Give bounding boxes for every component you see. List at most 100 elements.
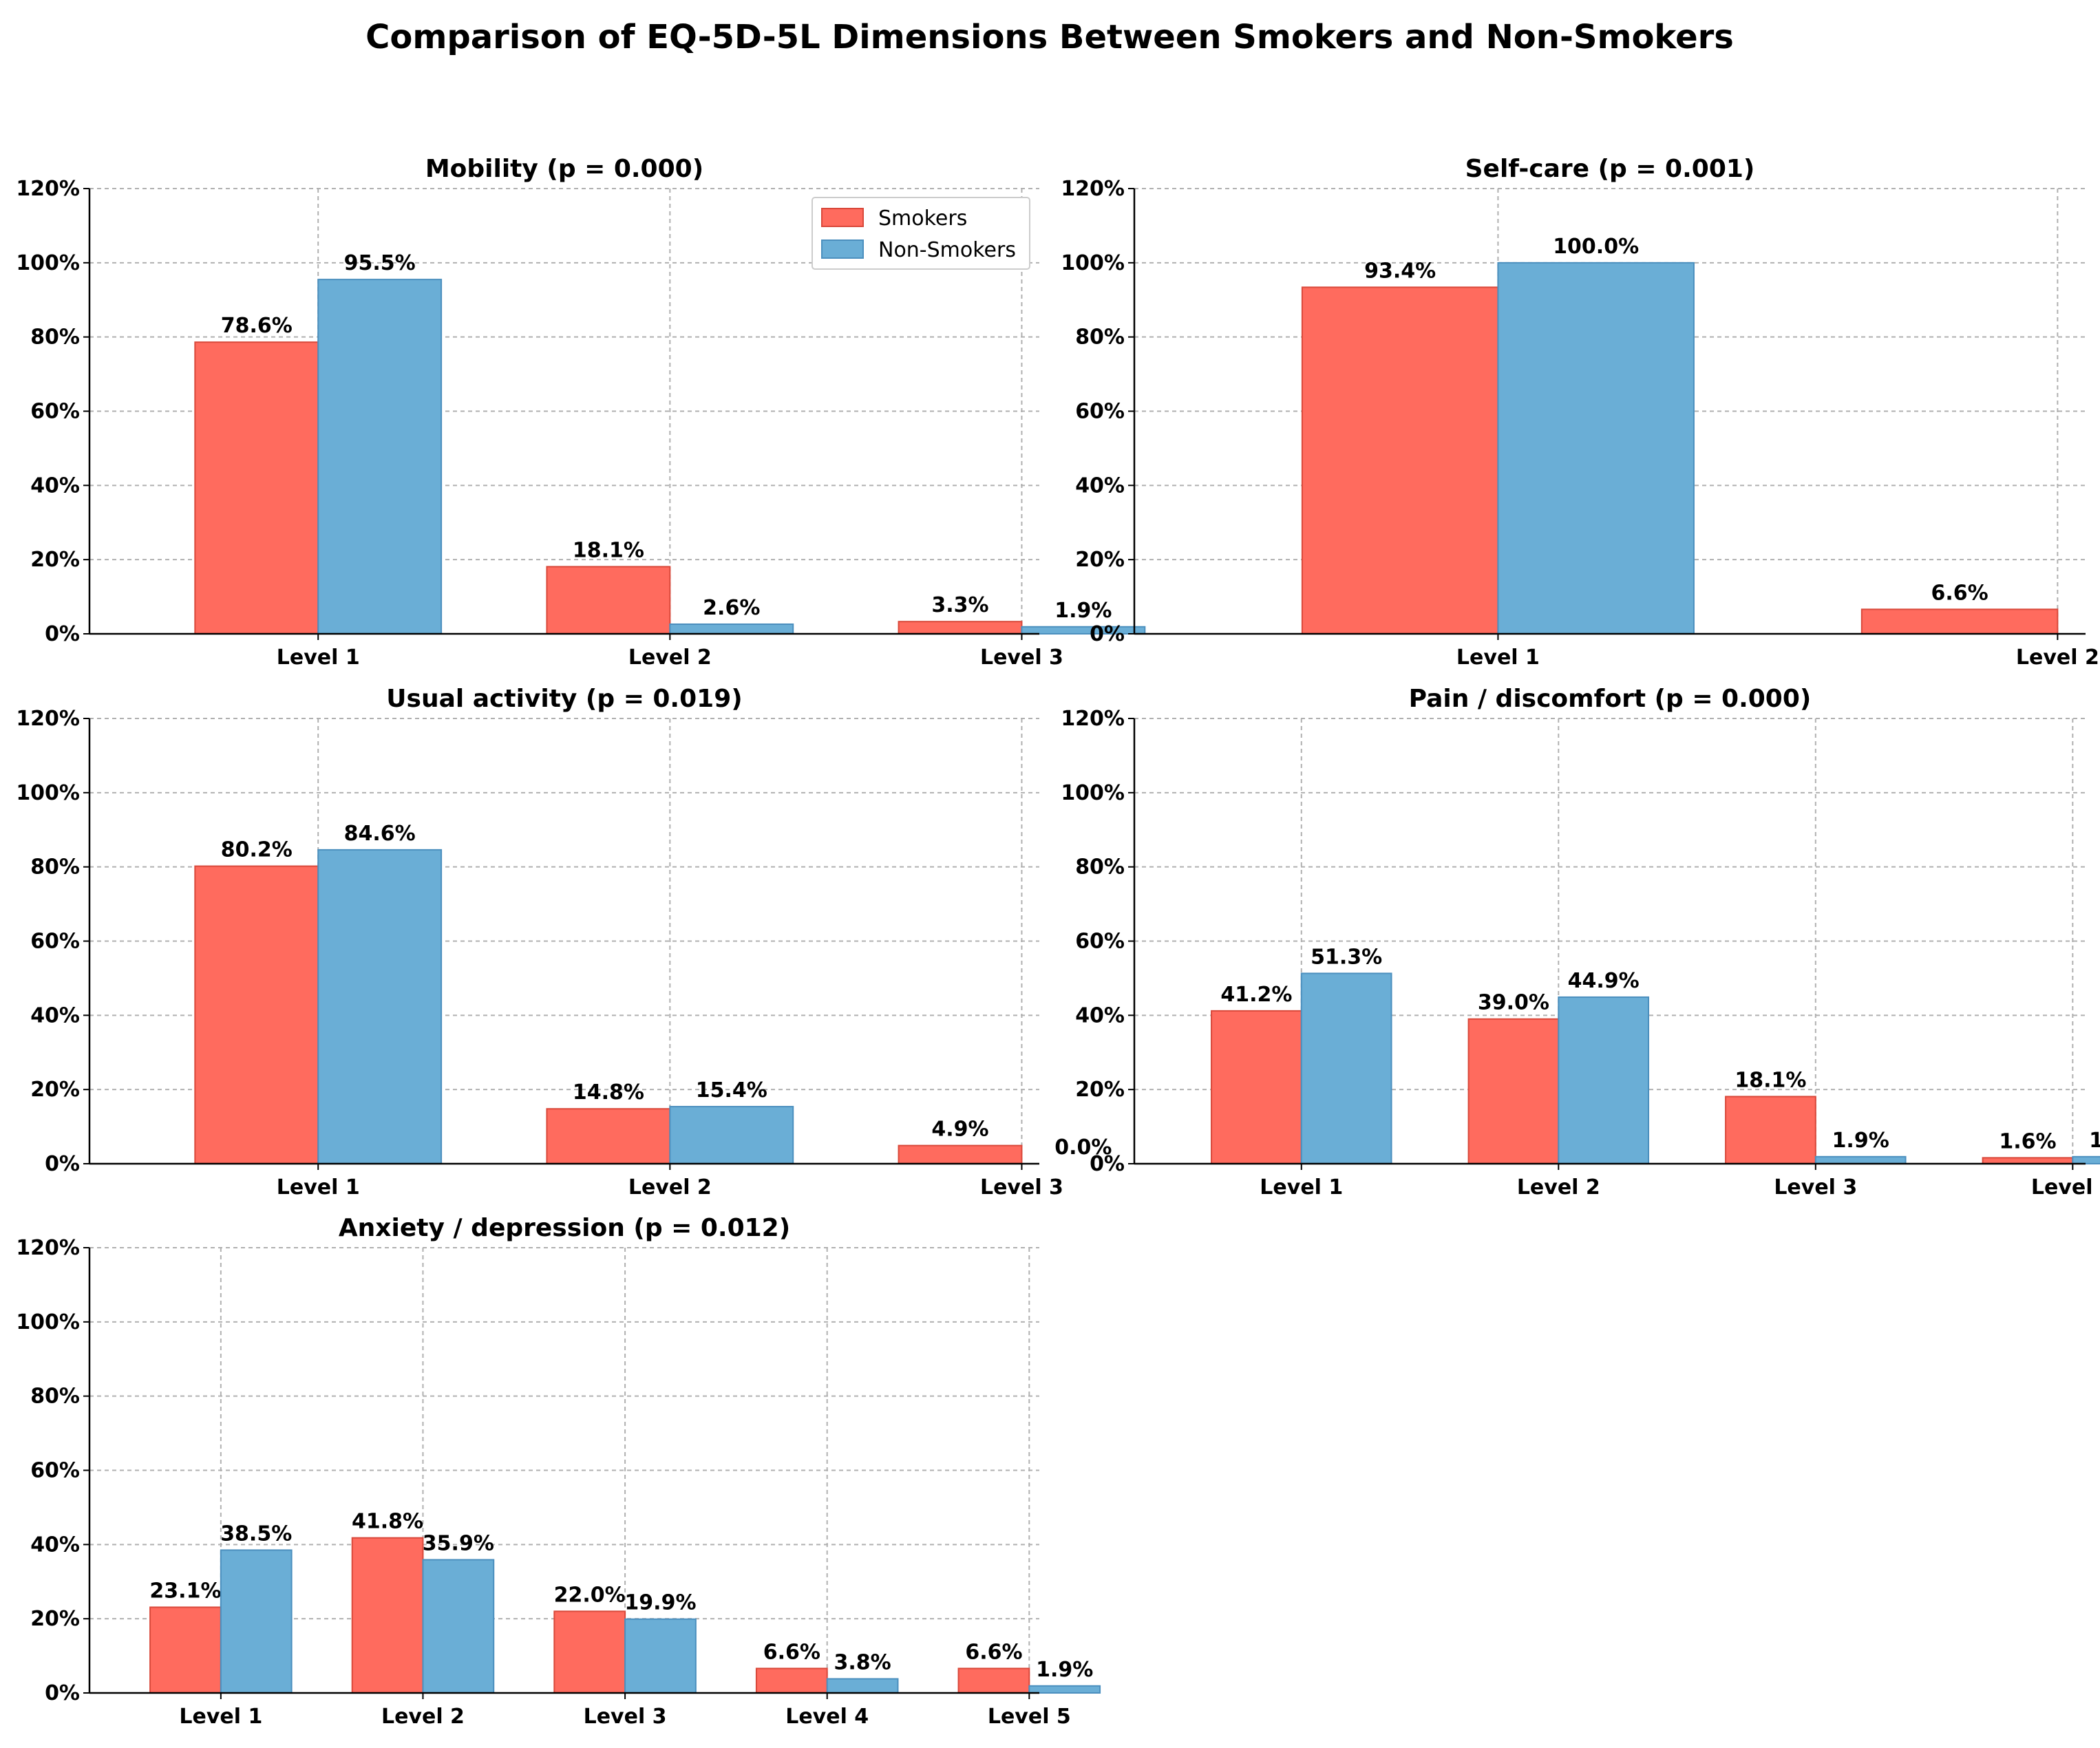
data-label-smokers: 41.8% xyxy=(352,1510,423,1534)
data-label-smokers: 14.8% xyxy=(573,1080,644,1105)
data-label-smokers: 6.6% xyxy=(965,1640,1022,1664)
x-tick-label: Level 3 xyxy=(980,646,1063,670)
data-label-non-smokers: 35.9% xyxy=(423,1531,494,1555)
x-tick-label: Level 1 xyxy=(277,646,360,670)
bar-smokers xyxy=(1301,286,1499,635)
y-tick-label: 60% xyxy=(30,930,80,954)
bar-smokers xyxy=(1211,1010,1302,1164)
y-tick-label: 20% xyxy=(30,1607,80,1631)
y-tick-label: 80% xyxy=(1075,326,1125,350)
bar-smokers xyxy=(194,865,319,1165)
panel-title: Self-care (p = 0.001) xyxy=(1465,155,1755,183)
data-label-non-smokers: 100.0% xyxy=(1553,235,1639,259)
data-label-smokers: 1.6% xyxy=(1999,1129,2056,1153)
data-label-non-smokers: 1.9% xyxy=(1036,1658,1093,1682)
y-tick-label: 0% xyxy=(1090,622,1125,646)
chart-panel-3: Usual activity (p = 0.019) 0% 20% 40% 60% 80%… xyxy=(16,685,1112,1200)
panel-title: Pain / discomfort (p = 0.000) xyxy=(1409,685,1812,713)
y-tick-label: 40% xyxy=(1075,473,1125,498)
chart-panel-2: Self-care (p = 0.001) 0% 20% 40% 60% 80% 100% 1… xyxy=(1061,155,2099,670)
legend-box xyxy=(812,197,1030,270)
data-label-non-smokers: 3.8% xyxy=(834,1651,891,1675)
y-tick-label: 40% xyxy=(30,1533,80,1557)
x-tick-label: Level 1 xyxy=(277,1175,360,1200)
bar-smokers xyxy=(546,1108,671,1165)
data-label-non-smokers: 38.5% xyxy=(220,1522,292,1546)
y-tick-label: 100% xyxy=(16,251,80,275)
data-label-non-smokers: 44.9% xyxy=(1568,969,1640,993)
bar-non-smokers xyxy=(1028,1685,1101,1694)
bar-non-smokers xyxy=(2072,1155,2100,1165)
y-tick-label: 100% xyxy=(1061,251,1125,275)
figure-title: Comparison of EQ-5D-5L Dimensions Betwee… xyxy=(365,18,1734,56)
bar-non-smokers xyxy=(422,1559,495,1694)
bar-non-smokers xyxy=(1814,1155,1907,1165)
bar-smokers xyxy=(755,1667,828,1694)
y-tick-label: 20% xyxy=(1075,1078,1125,1102)
chart-panel-1: Mobility (p = 0.000) 0% 20% 40% 60% 80% 100% 12… xyxy=(16,155,1146,670)
data-label-smokers: 93.4% xyxy=(1364,259,1436,283)
data-label-smokers: 41.2% xyxy=(1220,983,1292,1007)
legend-label-smokers: Smokers xyxy=(878,206,967,231)
panel-title: Usual activity (p = 0.019) xyxy=(386,685,742,713)
bar-non-smokers xyxy=(317,279,443,635)
x-tick-label: Level 1 xyxy=(179,1705,262,1729)
bar-smokers xyxy=(553,1610,626,1694)
data-label-smokers: 39.0% xyxy=(1478,991,1549,1015)
data-label-smokers: 22.0% xyxy=(554,1583,626,1607)
y-tick-label: 0% xyxy=(45,1681,80,1705)
y-tick-label: 20% xyxy=(30,548,80,572)
x-tick-label: Level 1 xyxy=(1260,1175,1343,1200)
x-tick-label: Level 1 xyxy=(1456,646,1540,670)
data-label-non-smokers: 1.9% xyxy=(1054,599,1112,623)
legend-label-non-smokers: Non-Smokers xyxy=(878,238,1016,262)
bar-non-smokers xyxy=(317,849,443,1164)
x-tick-label: Level 5 xyxy=(988,1705,1071,1729)
data-label-smokers: 4.9% xyxy=(931,1118,988,1142)
y-tick-label: 0% xyxy=(1090,1152,1125,1176)
bar-smokers xyxy=(149,1606,222,1694)
bar-smokers xyxy=(1725,1096,1816,1165)
bar-non-smokers xyxy=(1497,262,1695,635)
legend: Smokers Non-Smokers xyxy=(812,197,1030,270)
y-tick-label: 100% xyxy=(16,781,80,805)
y-tick-label: 0% xyxy=(45,622,80,646)
bar-smokers xyxy=(898,621,1023,635)
x-tick-label: Level 2 xyxy=(2016,646,2099,670)
y-tick-label: 40% xyxy=(1075,1003,1125,1027)
x-tick-label: Level 2 xyxy=(628,646,712,670)
y-tick-label: 120% xyxy=(16,1236,80,1260)
panel-title: Mobility (p = 0.000) xyxy=(425,155,703,183)
bar-smokers xyxy=(351,1537,424,1694)
legend-swatch-non-smokers xyxy=(821,239,864,259)
bar-non-smokers xyxy=(1300,972,1392,1164)
x-tick-label: Level 3 xyxy=(584,1705,667,1729)
y-tick-label: 60% xyxy=(1075,930,1125,954)
bar-smokers xyxy=(194,341,319,635)
y-tick-label: 80% xyxy=(1075,855,1125,880)
bar-smokers xyxy=(957,1667,1030,1694)
bar-non-smokers xyxy=(1558,996,1650,1165)
data-label-non-smokers: 1.9% xyxy=(1832,1129,1889,1153)
x-tick-label: Level 2 xyxy=(1517,1175,1600,1200)
panels: Mobility (p = 0.000) 0% 20% 40% 60% 80% 100% 12… xyxy=(16,155,2100,1729)
y-tick-label: 120% xyxy=(1061,177,1125,201)
x-tick-label: Level 3 xyxy=(980,1175,1063,1200)
data-label-non-smokers: 1.9% xyxy=(2089,1129,2100,1153)
bar-smokers xyxy=(546,566,671,635)
data-label-non-smokers: 19.9% xyxy=(624,1591,696,1615)
y-tick-label: 100% xyxy=(1061,781,1125,805)
y-tick-label: 120% xyxy=(1061,707,1125,731)
chart-panel-5: Anxiety / depression (p = 0.012) 0% 20% 40%… xyxy=(16,1214,1101,1729)
y-tick-label: 40% xyxy=(30,473,80,498)
data-label-non-smokers: 0.0% xyxy=(1054,1136,1112,1160)
data-label-non-smokers: 95.5% xyxy=(344,251,416,275)
bar-smokers xyxy=(1982,1157,2074,1164)
x-tick-label: Level 2 xyxy=(628,1175,712,1200)
bar-non-smokers xyxy=(1021,626,1146,635)
y-tick-label: 120% xyxy=(16,177,80,201)
data-label-smokers: 18.1% xyxy=(1735,1068,1806,1092)
y-tick-label: 60% xyxy=(30,400,80,424)
legend-swatch-smokers xyxy=(821,208,864,227)
